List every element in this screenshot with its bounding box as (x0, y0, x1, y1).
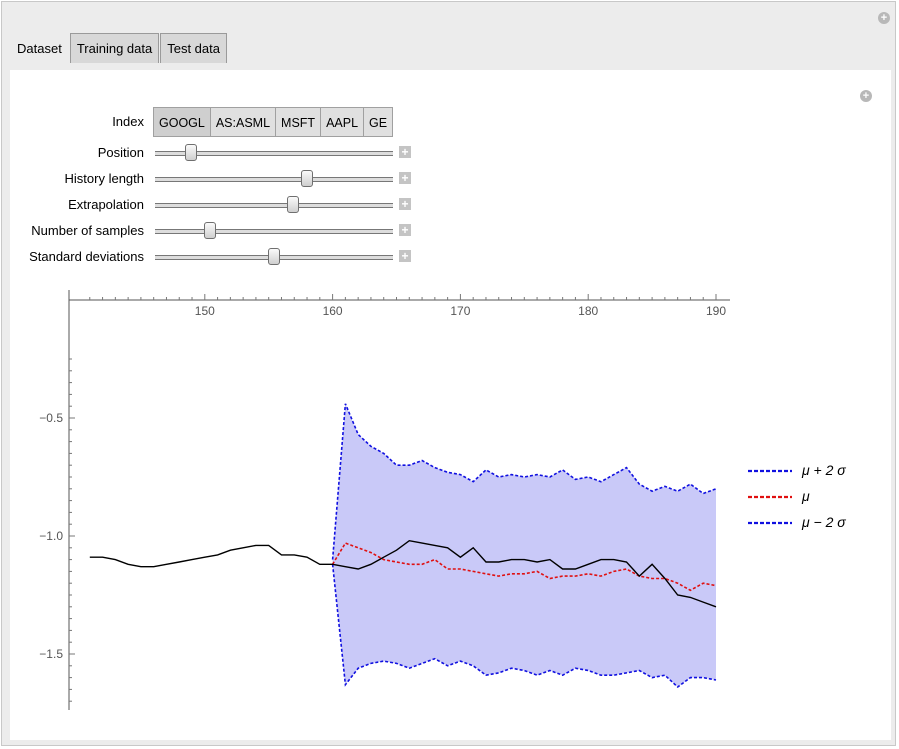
tab-dataset[interactable]: Dataset (10, 33, 69, 63)
tab-training-data[interactable]: Training data (69, 33, 160, 63)
standard-deviations-slider-thumb[interactable] (268, 248, 280, 265)
standard-deviations-expand-plus-icon[interactable]: + (399, 250, 411, 262)
standard-deviations-label: Standard deviations (29, 249, 144, 264)
index-row: Index (10, 110, 144, 134)
extrapolation-slider-thumb[interactable] (287, 196, 300, 213)
forecast-chart: 150 160 170 180 190 −0.5 −1.0 −1.5 μ + 2 σ μ μ − 2… (39, 290, 846, 710)
position-slider-thumb[interactable] (184, 144, 197, 161)
index-label: Index (112, 114, 144, 129)
history-length-slider[interactable] (155, 167, 393, 191)
history-length-slider-thumb[interactable] (301, 170, 314, 187)
x-tick-label: 180 (578, 304, 598, 318)
panel-options-plus-icon[interactable]: + (860, 90, 872, 102)
lower-bound-series (331, 564, 717, 689)
frame-options-plus-icon[interactable]: + (878, 12, 890, 24)
x-tick-label: 150 (195, 304, 215, 318)
legend-label: μ (801, 488, 810, 504)
tab-bar: Dataset Training data Test data (10, 31, 228, 63)
x-tick-label: 190 (706, 304, 726, 318)
extrapolation-slider[interactable] (155, 193, 393, 217)
number-of-samples-slider-track[interactable] (155, 229, 393, 234)
tab-content-panel: + Index GOOGL AS:ASML MSFT AAPL GE Posit… (10, 70, 891, 740)
number-of-samples-slider[interactable] (155, 219, 393, 243)
position-label: Position (97, 145, 144, 160)
history-length-expand-plus-icon[interactable]: + (399, 172, 411, 184)
history-length-slider-track[interactable] (155, 177, 393, 182)
index-option-asml[interactable]: AS:ASML (209, 107, 277, 137)
extrapolation-label: Extrapolation (68, 197, 144, 212)
history-length-row: History length (10, 167, 144, 191)
number-of-samples-label: Number of samples (31, 223, 144, 238)
y-tick-label: −1.5 (39, 647, 63, 661)
position-expand-plus-icon[interactable]: + (399, 146, 411, 158)
index-selector: GOOGL AS:ASML MSFT AAPL GE (153, 107, 394, 137)
number-of-samples-slider-thumb[interactable] (203, 222, 216, 239)
position-slider[interactable] (155, 141, 393, 165)
history-length-label: History length (64, 171, 144, 186)
y-tick-label: −0.5 (39, 411, 63, 425)
index-option-ge[interactable]: GE (363, 107, 394, 137)
index-option-msft[interactable]: MSFT (275, 107, 322, 137)
index-option-aapl[interactable]: AAPL (320, 107, 365, 137)
confidence-band (332, 403, 716, 688)
y-tick-label: −1.0 (39, 529, 63, 543)
x-tick-label: 170 (450, 304, 470, 318)
standard-deviations-row: Standard deviations (10, 245, 144, 269)
standard-deviations-slider[interactable] (155, 245, 393, 269)
mean-series (331, 542, 717, 592)
index-option-googl[interactable]: GOOGL (153, 107, 211, 137)
number-of-samples-expand-plus-icon[interactable]: + (399, 224, 411, 236)
x-tick-label: 160 (323, 304, 343, 318)
legend-label: μ − 2 σ (801, 514, 846, 530)
extrapolation-row: Extrapolation (10, 193, 144, 217)
position-slider-track[interactable] (155, 151, 393, 156)
upper-bound-series (331, 403, 717, 560)
extrapolation-slider-track[interactable] (155, 203, 393, 208)
position-row: Position (10, 141, 144, 165)
extrapolation-expand-plus-icon[interactable]: + (399, 198, 411, 210)
history-series (89, 539, 717, 608)
legend-label: μ + 2 σ (801, 462, 846, 478)
tab-test-data[interactable]: Test data (160, 33, 227, 63)
number-of-samples-row: Number of samples (10, 219, 144, 243)
